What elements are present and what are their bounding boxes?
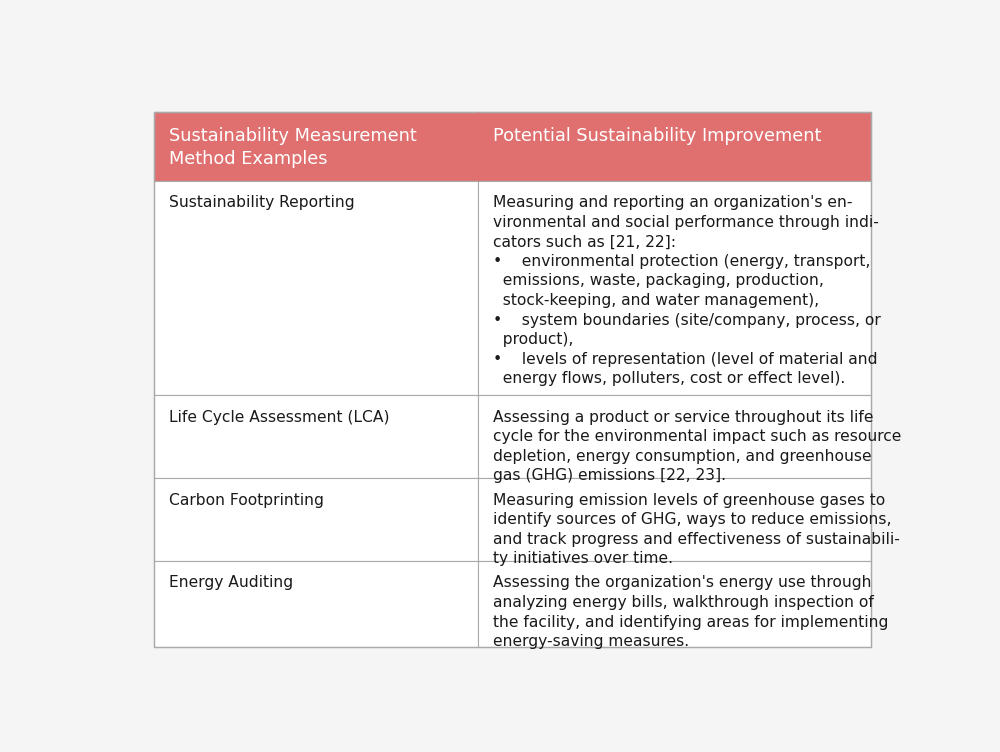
Bar <box>154 112 871 180</box>
Bar <box>154 112 478 180</box>
Text: Measuring and reporting an organization's en-
vironmental and social performance: Measuring and reporting an organization'… <box>493 196 881 387</box>
Text: Measuring emission levels of greenhouse gases to
identify sources of GHG, ways t: Measuring emission levels of greenhouse … <box>493 493 900 566</box>
Bar <box>154 561 478 647</box>
Text: Life Cycle Assessment (LCA): Life Cycle Assessment (LCA) <box>169 410 390 425</box>
Text: Potential Sustainability Improvement: Potential Sustainability Improvement <box>493 127 821 144</box>
Text: Sustainability Reporting: Sustainability Reporting <box>169 196 355 211</box>
Text: Assessing a product or service throughout its life
cycle for the environmental i: Assessing a product or service throughou… <box>493 410 901 484</box>
Text: Energy Auditing: Energy Auditing <box>169 575 293 590</box>
Bar <box>478 396 871 478</box>
Bar <box>478 112 871 180</box>
Text: Carbon Footprinting: Carbon Footprinting <box>169 493 324 508</box>
Bar <box>478 478 871 561</box>
Text: Sustainability Measurement
Method Examples: Sustainability Measurement Method Exampl… <box>169 127 417 168</box>
Bar <box>478 561 871 647</box>
Text: Assessing the organization's energy use through
analyzing energy bills, walkthro: Assessing the organization's energy use … <box>493 575 888 649</box>
Bar <box>154 180 478 396</box>
Bar <box>478 180 871 396</box>
Bar <box>154 396 478 478</box>
Bar <box>154 478 478 561</box>
